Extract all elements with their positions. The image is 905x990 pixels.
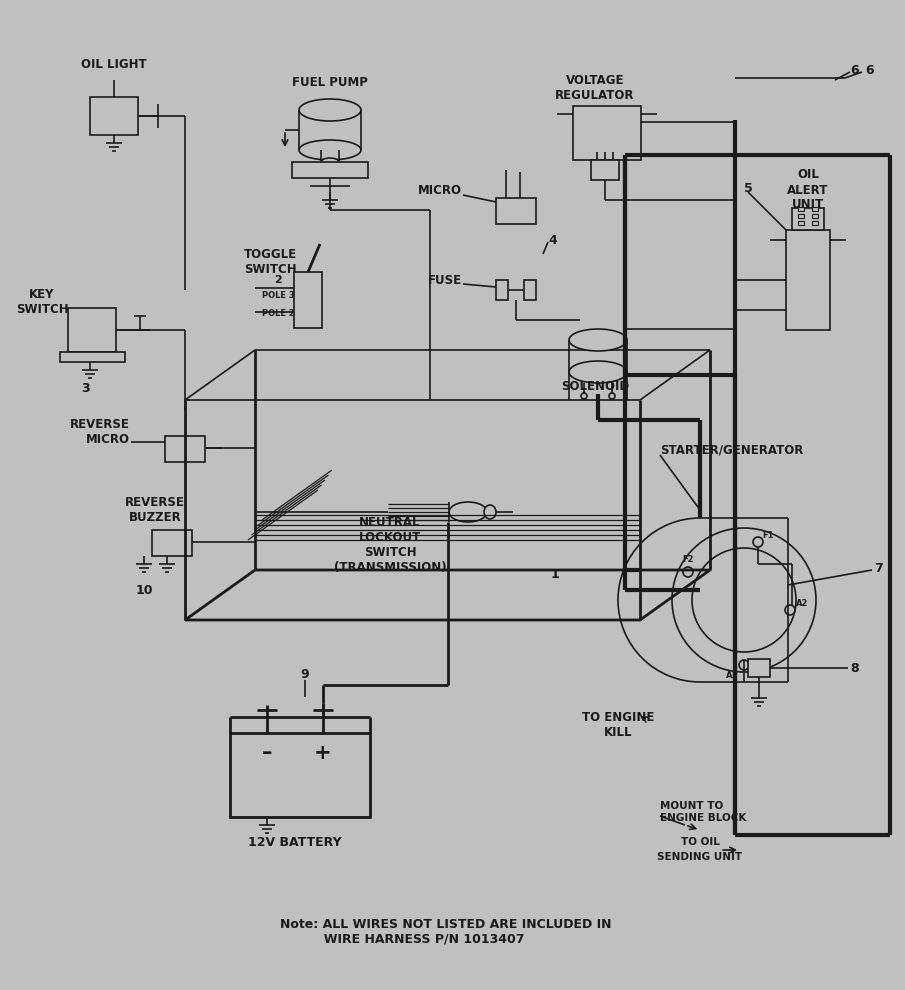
Text: 2: 2	[274, 275, 281, 285]
Text: OIL LIGHT: OIL LIGHT	[81, 58, 147, 71]
Bar	[165, 436, 205, 462]
Ellipse shape	[484, 505, 496, 519]
Text: POLE 3: POLE 3	[262, 290, 295, 300]
Text: STARTER/GENERATOR: STARTER/GENERATOR	[660, 444, 804, 456]
Text: REVERSE
BUZZER: REVERSE BUZZER	[125, 496, 185, 524]
Bar	[812, 207, 818, 211]
Text: TO ENGINE
KILL: TO ENGINE KILL	[582, 711, 654, 739]
Bar	[60, 352, 125, 362]
Ellipse shape	[449, 502, 487, 522]
Text: OIL
ALERT
UNIT: OIL ALERT UNIT	[787, 168, 829, 212]
Text: 12V BATTERY: 12V BATTERY	[248, 837, 342, 849]
Text: 6: 6	[851, 63, 860, 76]
Bar	[68, 308, 116, 352]
Text: A1: A1	[726, 671, 738, 680]
Ellipse shape	[299, 99, 361, 121]
Ellipse shape	[569, 361, 627, 383]
Text: 4: 4	[548, 234, 557, 247]
Text: 1: 1	[550, 568, 559, 581]
Bar	[294, 272, 322, 328]
Bar	[786, 230, 830, 330]
Text: 6: 6	[866, 63, 874, 76]
Ellipse shape	[321, 158, 339, 166]
Bar	[230, 733, 370, 817]
Text: POLE 2: POLE 2	[262, 309, 295, 318]
Bar	[496, 280, 508, 300]
Ellipse shape	[299, 140, 361, 160]
Bar	[812, 214, 818, 218]
Text: 8: 8	[851, 661, 860, 674]
Text: VOLTAGE
REGULATOR: VOLTAGE REGULATOR	[556, 74, 634, 102]
Text: +: +	[314, 743, 332, 763]
Bar	[798, 221, 804, 225]
Text: FUSE: FUSE	[428, 273, 462, 286]
Text: MICRO: MICRO	[418, 183, 462, 196]
Bar	[792, 208, 824, 230]
Text: A2: A2	[795, 599, 808, 608]
Text: NEUTRAL
LOCKOUT
SWITCH
(TRANSMISSION): NEUTRAL LOCKOUT SWITCH (TRANSMISSION)	[334, 516, 446, 574]
Text: SOLENOID: SOLENOID	[561, 379, 629, 392]
Text: 9: 9	[300, 668, 310, 681]
Text: 3: 3	[81, 381, 90, 394]
Text: 7: 7	[873, 561, 882, 574]
Text: SENDING UNIT: SENDING UNIT	[657, 852, 743, 862]
Text: REVERSE
MICRO: REVERSE MICRO	[70, 418, 130, 446]
Text: 10: 10	[135, 583, 153, 597]
Text: 5: 5	[744, 181, 752, 194]
Bar	[798, 207, 804, 211]
Bar	[292, 162, 368, 178]
Text: KEY
SWITCH: KEY SWITCH	[15, 288, 68, 316]
Bar	[496, 198, 536, 224]
Bar	[573, 106, 641, 160]
Bar	[748, 659, 770, 677]
Text: MOUNT TO
ENGINE BLOCK: MOUNT TO ENGINE BLOCK	[660, 801, 747, 823]
Bar	[524, 280, 536, 300]
Ellipse shape	[569, 329, 627, 351]
Bar	[90, 97, 138, 135]
Text: –: –	[262, 743, 272, 763]
Text: FUEL PUMP: FUEL PUMP	[292, 75, 368, 88]
Bar	[591, 160, 619, 180]
Text: TOGGLE
SWITCH: TOGGLE SWITCH	[243, 248, 297, 276]
Bar	[798, 214, 804, 218]
Bar	[152, 530, 192, 556]
Bar	[812, 221, 818, 225]
Text: TO OIL: TO OIL	[681, 837, 719, 847]
Text: Note: ALL WIRES NOT LISTED ARE INCLUDED IN
          WIRE HARNESS P/N 1013407: Note: ALL WIRES NOT LISTED ARE INCLUDED …	[280, 918, 612, 946]
Text: F1: F1	[762, 531, 774, 540]
Text: F2: F2	[682, 555, 694, 564]
